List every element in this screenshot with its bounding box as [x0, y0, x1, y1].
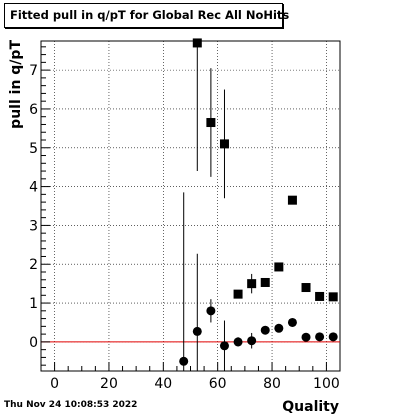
circle-marker — [274, 323, 284, 333]
timestamp-footer: Thu Nov 24 10:08:53 2022 — [4, 400, 138, 410]
x-tick-label: 60 — [209, 376, 227, 392]
circle-marker — [247, 336, 257, 346]
circle-marker — [233, 337, 243, 347]
square-marker — [260, 277, 270, 287]
y-tick-label: 4 — [29, 180, 38, 196]
circle-marker — [260, 325, 270, 335]
circle-marker — [287, 317, 297, 327]
x-axis-label: Quality — [282, 399, 339, 414]
data-markers — [179, 38, 338, 366]
square-marker — [247, 279, 257, 289]
x-tick-label: 0 — [50, 376, 59, 392]
x-tick-label: 80 — [263, 376, 281, 392]
square-marker — [219, 139, 229, 149]
square-marker — [301, 283, 311, 293]
circle-marker — [328, 332, 338, 342]
chart-title: Fitted pull in q/pT for Global Rec All N… — [4, 3, 289, 28]
grid-lines — [41, 41, 340, 371]
x-tick-label: 40 — [154, 376, 172, 392]
axis-ticks — [40, 46, 341, 371]
y-tick-label: 0 — [29, 335, 38, 351]
square-marker — [328, 292, 338, 302]
circle-marker — [206, 306, 216, 316]
square-marker — [206, 118, 216, 128]
square-marker — [315, 291, 325, 301]
tick-labels: 0 20 40 60 80 100 0 1 2 3 4 5 6 7 — [29, 63, 340, 392]
y-tick-label: 7 — [29, 63, 38, 79]
square-marker — [233, 289, 243, 299]
square-marker — [274, 262, 284, 272]
y-axis-label: pull in q/pT — [8, 40, 24, 129]
circle-marker — [219, 341, 229, 351]
circle-marker — [301, 332, 311, 342]
y-tick-label: 3 — [29, 218, 38, 234]
y-tick-label: 5 — [29, 141, 38, 157]
plot-frame — [40, 40, 341, 372]
circle-marker — [315, 332, 325, 342]
y-tick-label: 6 — [29, 102, 38, 118]
y-tick-label: 1 — [29, 296, 38, 312]
square-marker — [192, 38, 202, 48]
square-marker — [287, 195, 297, 205]
y-tick-label: 2 — [29, 257, 38, 273]
circle-marker — [192, 326, 202, 336]
x-tick-label: 100 — [313, 376, 340, 392]
circle-marker — [179, 356, 189, 366]
x-tick-label: 20 — [100, 376, 118, 392]
